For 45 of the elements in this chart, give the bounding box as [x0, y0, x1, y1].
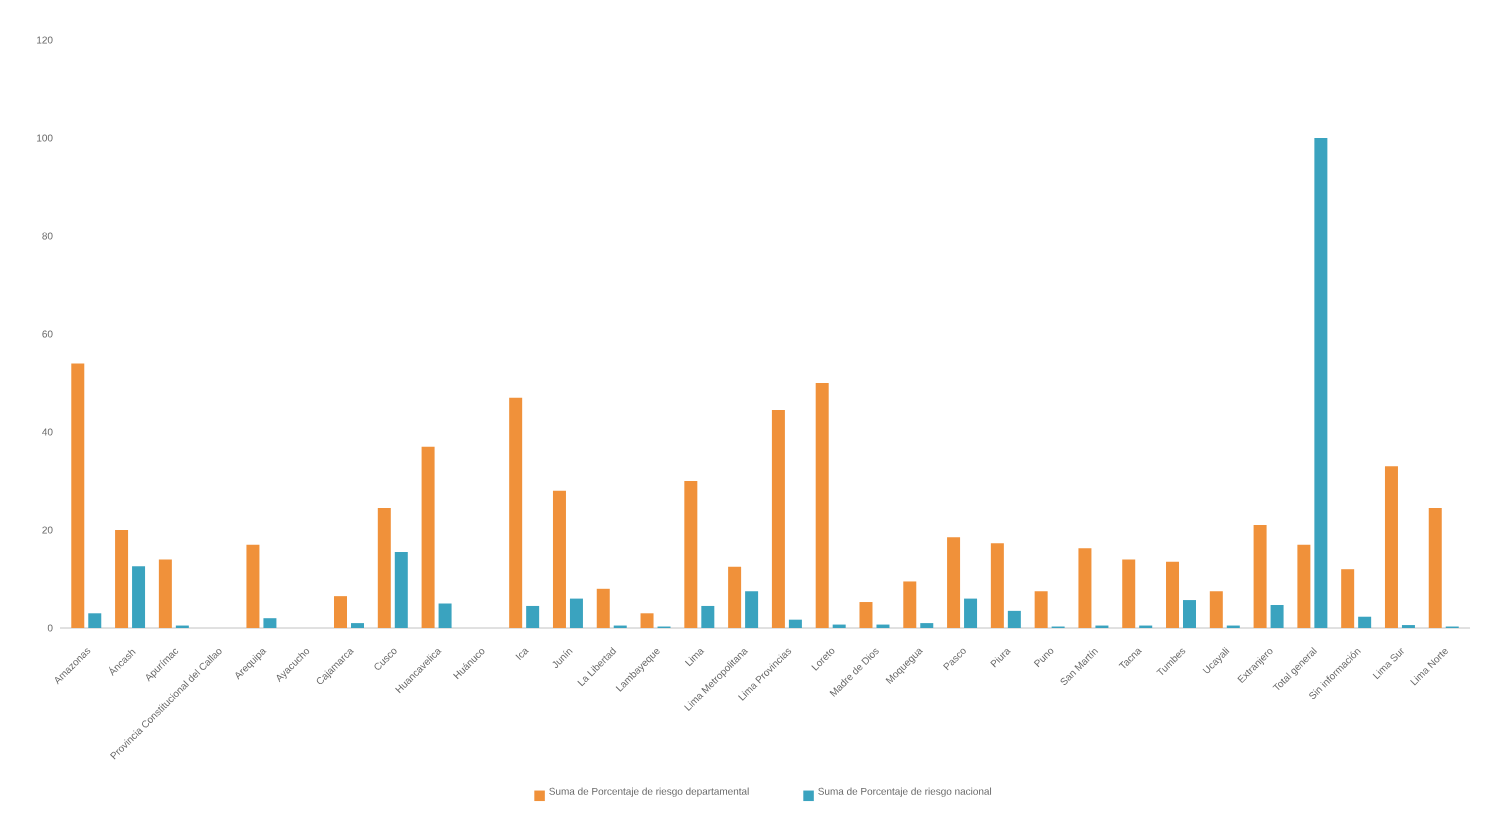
bar — [745, 591, 759, 628]
bar — [526, 605, 540, 628]
bar — [788, 619, 802, 628]
bar — [815, 383, 829, 628]
bar — [263, 618, 277, 628]
bar — [377, 507, 391, 628]
bar — [684, 481, 698, 628]
bar — [964, 598, 978, 628]
bar — [132, 566, 146, 628]
bar — [1341, 569, 1355, 628]
bar — [334, 596, 348, 628]
bar — [1122, 559, 1136, 628]
bar — [1358, 616, 1372, 628]
bar — [596, 588, 610, 628]
bar — [509, 397, 523, 628]
bar — [71, 363, 85, 628]
bar — [1183, 600, 1196, 628]
bar — [701, 605, 715, 628]
bar — [728, 566, 742, 628]
bar — [1384, 466, 1398, 628]
bar — [88, 613, 102, 628]
bar — [158, 559, 172, 628]
bar — [1166, 561, 1180, 628]
bar — [1209, 591, 1223, 628]
bar — [903, 581, 917, 628]
bar — [640, 613, 654, 628]
bar — [1034, 591, 1048, 628]
bar — [1007, 610, 1021, 628]
bar — [1078, 548, 1092, 628]
bar — [771, 409, 785, 628]
bar — [569, 598, 583, 628]
bar — [1297, 544, 1311, 628]
bar — [1314, 137, 1328, 628]
bar — [1253, 525, 1267, 628]
bar — [421, 446, 435, 628]
bar — [438, 603, 452, 628]
bar — [859, 602, 873, 628]
bar — [246, 544, 260, 628]
bar — [394, 552, 408, 628]
bar — [1270, 604, 1284, 628]
bar — [115, 530, 129, 628]
bar — [1428, 507, 1442, 628]
bar — [947, 537, 961, 628]
bar — [990, 543, 1004, 628]
bar — [552, 490, 566, 628]
